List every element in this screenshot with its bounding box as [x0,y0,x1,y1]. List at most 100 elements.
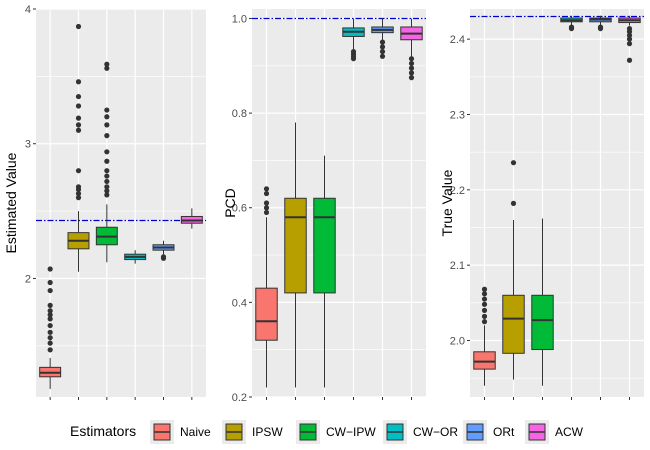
outlier-point [104,133,110,139]
y-axis-label: Estimated Value [3,152,19,253]
outlier-point [626,41,633,47]
outlier-point [408,70,415,76]
box-ipsw [67,23,90,272]
box-iqr [284,197,307,294]
outlier-point [626,25,633,32]
outlier-point [75,103,82,109]
outlier-point [350,48,357,55]
outlier-point [104,173,110,179]
outlier-point [263,209,270,216]
legend-label: Naive [180,425,211,439]
outlier-point [104,184,110,190]
panel-background [36,9,206,397]
y-tick-label: 1.0 [232,13,247,25]
panel-2: 0.2 0.4 0.6 0.8 1.0 PCD [222,9,426,404]
outlier-point [626,57,633,63]
outlier-point [408,75,415,81]
outlier-point [47,312,53,318]
legend-item: CW−OR [383,420,458,444]
box-ipsw [502,160,525,380]
box-cw-ipw [95,61,118,263]
outlier-point [408,60,415,67]
outlier-point [104,65,110,71]
box-cw-ipw [531,218,554,386]
outlier-point [47,322,53,329]
outlier-point [47,308,53,314]
panel-3: 2.0 2.1 2.2 2.3 2.4 True Value [439,9,644,400]
y-tick-label: 2.1 [450,260,465,272]
box-naive [473,286,496,386]
outlier-point [104,178,110,185]
outlier-point [47,302,53,308]
y-tick-label: 2.3 [450,109,465,121]
outlier-point [104,61,110,67]
outlier-point [481,291,488,297]
box-acw [400,18,423,81]
outlier-point [626,32,633,38]
outlier-point [510,160,517,166]
legend-item: IPSW [222,420,283,444]
outlier-point [75,23,82,30]
outlier-point [104,192,110,198]
outlier-point [481,313,488,319]
y-tick-label: 0.4 [232,297,247,309]
y-tick-label: 2.4 [450,34,465,46]
outlier-point [75,195,82,201]
outlier-point [47,266,53,272]
outlier-point [568,24,575,30]
y-axis-label: PCD [222,188,238,218]
legend-label: ORt [493,425,515,439]
outlier-point [75,115,82,121]
outlier-point [104,107,110,113]
outlier-point [379,53,386,59]
panel-1: 2 3 4 Estimated Value [3,4,206,400]
legend: Estimators Naive IPSW CW−IPW CW−OR ORt ACW [70,420,584,444]
legend-items: Naive IPSW CW−IPW CW−OR ORt ACW [150,420,584,444]
outlier-point [481,319,488,325]
outlier-point [481,307,488,313]
box-ort [371,18,394,59]
legend-label: IPSW [252,425,283,439]
outlier-point [597,24,604,30]
outlier-point [104,149,110,155]
box-acw [180,208,203,229]
legend-item: ACW [525,420,584,444]
outlier-point [263,200,270,206]
box-iqr [255,287,278,341]
outlier-point [104,158,110,164]
box-iqr [531,294,554,351]
outlier-point [47,340,53,346]
outlier-point [47,316,53,322]
outlier-point [75,190,82,197]
outlier-point [47,279,53,286]
outlier-point [379,39,386,45]
legend-label: CW−OR [413,425,458,439]
outlier-point [104,168,110,174]
outlier-point [75,79,82,85]
box-cw-or [342,18,365,62]
outlier-point [481,286,488,292]
outlier-point [47,335,53,341]
outlier-point [75,168,82,174]
box-naive [255,186,278,388]
outlier-point [75,93,82,100]
y-tick-label: 2 [25,273,31,285]
legend-item: ORt [463,420,515,444]
box-iqr [473,351,496,370]
box-iqr [313,197,336,294]
outlier-point [263,186,270,192]
legend-label: CW−IPW [326,425,376,439]
outlier-point [408,65,415,71]
box-acw [618,15,641,63]
y-tick-label: 2.0 [450,335,465,347]
legend-item: Naive [150,420,211,444]
outlier-point [47,329,53,335]
outlier-point [75,127,82,133]
outlier-point [379,48,386,55]
outlier-point [104,114,110,120]
y-tick-label: 0.6 [232,203,247,215]
outlier-point [160,254,167,260]
box-naive [39,266,62,389]
